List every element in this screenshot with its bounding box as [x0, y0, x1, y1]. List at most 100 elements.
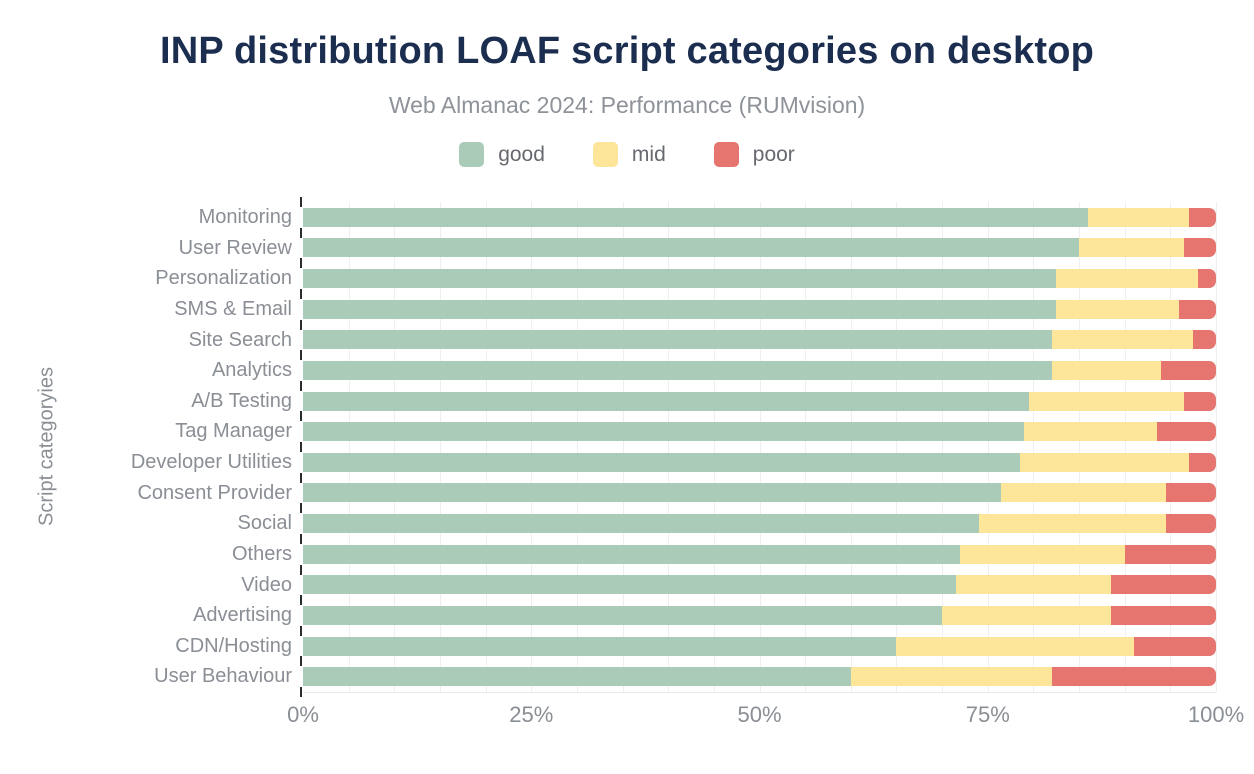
- category-label: User Behaviour: [154, 665, 292, 688]
- legend-item-poor: poor: [713, 142, 795, 167]
- segment-poor: [1188, 452, 1216, 472]
- y-axis-tick: [300, 411, 302, 422]
- minor-gridline: [850, 202, 852, 692]
- y-axis-tick: [300, 503, 302, 514]
- minor-gridline: [1124, 202, 1126, 692]
- category-labels: Monitoring User Review Personalization SMS …: [0, 202, 292, 692]
- segment-good: [303, 636, 897, 656]
- plot-area: [300, 197, 1217, 697]
- minor-gridline: [1216, 202, 1217, 692]
- minor-gridline: [576, 202, 578, 692]
- category-label: A/B Testing: [191, 389, 292, 412]
- segment-poor: [1184, 391, 1216, 411]
- y-axis-tick: [300, 595, 302, 606]
- segment-poor: [1156, 422, 1216, 442]
- legend-label: good: [498, 142, 545, 166]
- y-axis-tick: [300, 656, 302, 667]
- bar-consent-provider: [303, 483, 1216, 503]
- x-axis-tick-label: 25%: [509, 702, 554, 727]
- chart-subtitle: Web Almanac 2024: Performance (RUMvision…: [388, 92, 866, 118]
- x-axis-tick-label: 0%: [287, 702, 319, 727]
- minor-gridline: [759, 202, 761, 692]
- bar-developer-utilities: [303, 452, 1216, 472]
- bar-social: [303, 514, 1216, 534]
- segment-good: [303, 452, 1020, 472]
- x-axis-labels: 0% 25% 50% 75% 100%: [287, 702, 1244, 732]
- minor-gridline: [668, 202, 670, 692]
- y-axis-tick: [300, 258, 302, 269]
- segment-mid: [1079, 238, 1185, 258]
- minor-gridline: [622, 202, 624, 692]
- y-axis-tick: [300, 533, 302, 544]
- segment-good: [303, 238, 1080, 258]
- bar-user-review: [303, 238, 1216, 258]
- segment-poor: [1184, 238, 1216, 258]
- segment-good: [303, 667, 851, 687]
- category-label: User Review: [178, 236, 292, 259]
- segment-good: [303, 422, 1025, 442]
- bar-analytics: [303, 360, 1216, 380]
- segment-mid: [1088, 207, 1189, 227]
- segment-good: [303, 330, 1052, 350]
- y-axis-tick: [300, 625, 302, 636]
- legend-swatch-good: [459, 142, 485, 167]
- segment-mid: [942, 605, 1111, 625]
- minor-gridline: [1079, 202, 1081, 692]
- legend: good mid poor: [0, 142, 1254, 167]
- segment-mid: [1024, 422, 1157, 442]
- bar-tag-manager: [303, 422, 1216, 442]
- segment-good: [303, 605, 943, 625]
- category-label: CDN/Hosting: [175, 634, 292, 657]
- segment-mid: [896, 636, 1134, 656]
- legend-swatch-mid: [592, 142, 618, 167]
- segment-mid: [960, 544, 1125, 564]
- category-label: Personalization: [155, 267, 292, 290]
- segment-poor: [1111, 575, 1216, 595]
- segment-good: [303, 207, 1089, 227]
- bar-site-search: [303, 330, 1216, 350]
- segment-good: [303, 483, 1002, 503]
- minor-gridline: [805, 202, 807, 692]
- minor-gridline: [348, 202, 350, 692]
- bar-sms-email: [303, 299, 1216, 319]
- y-axis-tick: [300, 350, 302, 361]
- segment-poor: [1197, 269, 1216, 289]
- segment-poor: [1188, 207, 1216, 227]
- category-label: Others: [231, 542, 292, 565]
- minor-gridline: [1033, 202, 1035, 692]
- segment-poor: [1051, 667, 1216, 687]
- segment-mid: [1051, 360, 1162, 380]
- minor-gridline: [1170, 202, 1172, 692]
- legend-item-mid: mid: [592, 142, 666, 167]
- category-label: Monitoring: [198, 206, 292, 228]
- x-axis-line: [303, 692, 1216, 693]
- minor-gridline: [439, 202, 441, 692]
- x-axis-tick-label: 100%: [1187, 702, 1245, 727]
- legend-label: mid: [631, 142, 666, 166]
- segment-mid: [955, 575, 1111, 595]
- segment-good: [303, 269, 1057, 289]
- minor-gridline: [896, 202, 898, 692]
- segment-good: [303, 360, 1052, 380]
- segment-good: [303, 514, 979, 534]
- category-label: Social: [237, 512, 292, 535]
- y-axis-tick: [300, 288, 302, 299]
- x-axis-tick-label: 75%: [965, 702, 1010, 727]
- category-label: Site Search: [188, 328, 292, 351]
- y-axis-tick: [300, 564, 302, 575]
- bar-others: [303, 544, 1216, 564]
- chart-title: INP distribution LOAF script categories …: [159, 30, 1095, 72]
- bar-video: [303, 575, 1216, 595]
- segment-poor: [1111, 605, 1216, 625]
- minor-gridline: [485, 202, 487, 692]
- segment-good: [303, 299, 1057, 319]
- x-axis-tick-label: 50%: [737, 702, 782, 727]
- category-label: Tag Manager: [175, 420, 292, 443]
- legend-label: poor: [752, 142, 795, 166]
- y-axis-tick: [300, 227, 302, 238]
- y-axis-tick: [300, 197, 302, 207]
- y-axis-tick: [300, 442, 302, 452]
- segment-poor: [1165, 483, 1216, 503]
- y-axis-tick: [300, 687, 302, 697]
